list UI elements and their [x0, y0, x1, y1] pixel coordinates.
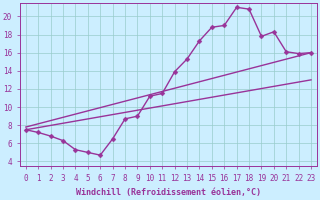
X-axis label: Windchill (Refroidissement éolien,°C): Windchill (Refroidissement éolien,°C): [76, 188, 261, 197]
